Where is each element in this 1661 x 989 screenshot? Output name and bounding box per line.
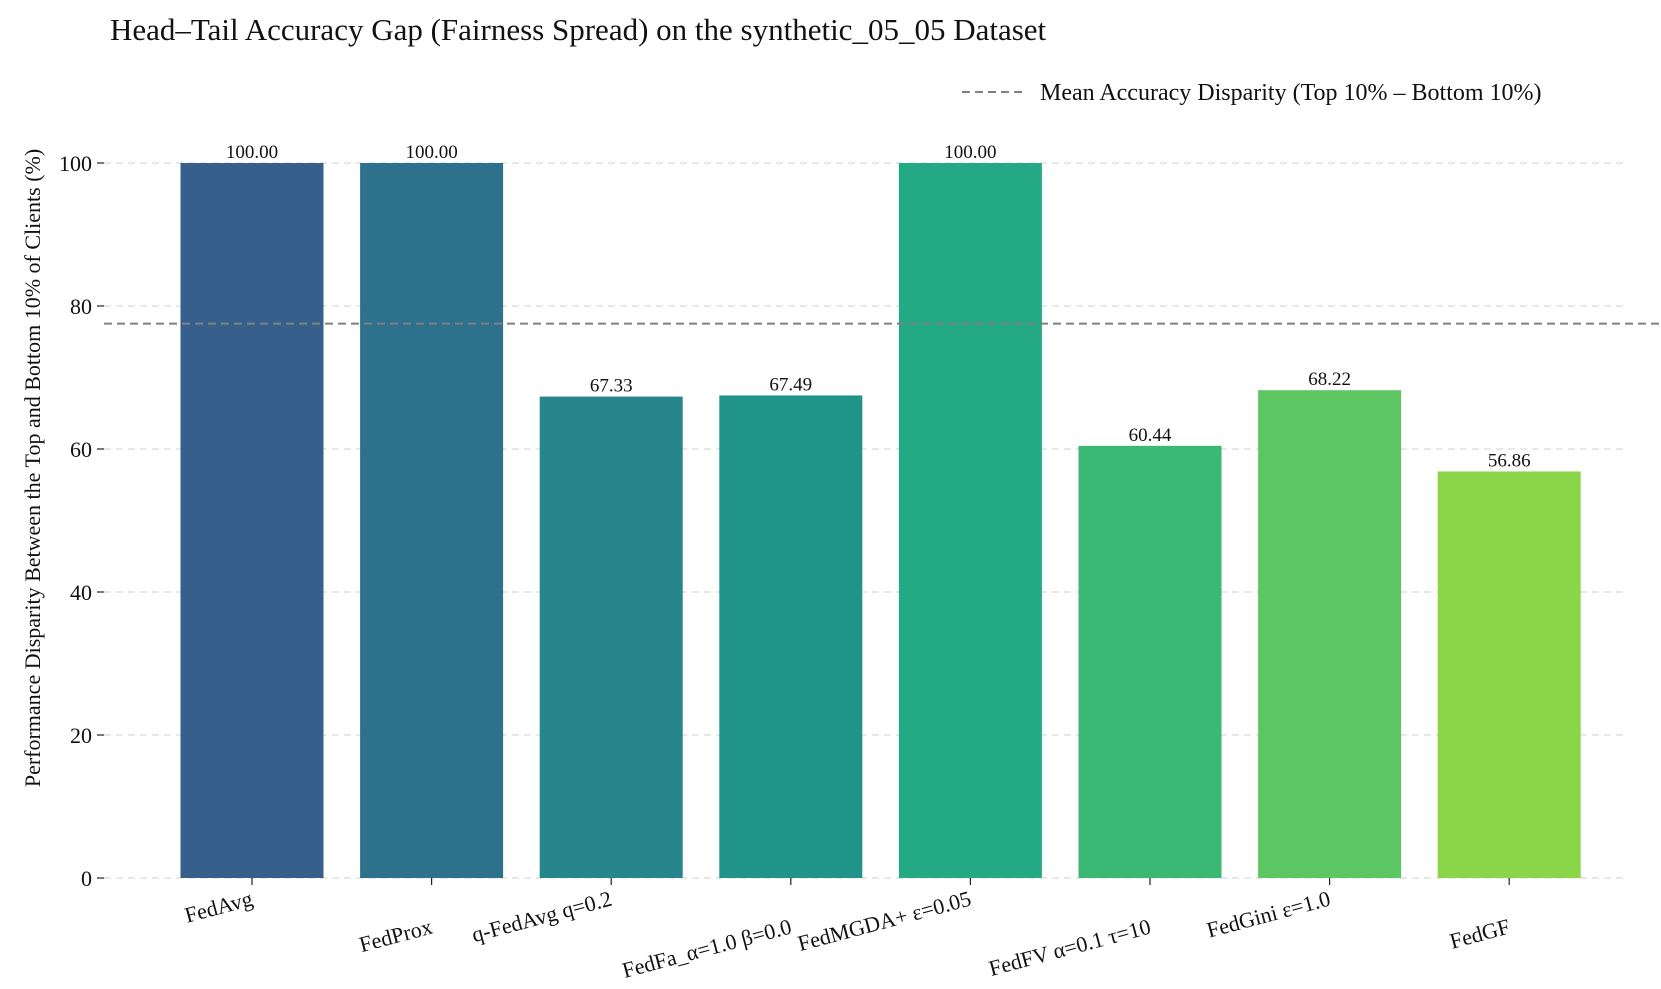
bar-value-label: 100.00 (944, 142, 996, 163)
data-labels-layer: 100.00 100.00 67.33 67.49 100.00 60.44 68.22 56… (226, 142, 1531, 471)
x-tick-label: FedProx (356, 914, 434, 957)
bar (719, 395, 863, 878)
bar-value-label: 100.00 (405, 142, 457, 163)
bar-value-label: 100.00 (226, 142, 278, 163)
bar-value-label: 68.22 (1308, 369, 1351, 390)
x-tick-label: FedMGDA+ ε=0.05 (795, 886, 974, 956)
bars-layer (180, 163, 1581, 878)
x-tick-label: FedAvg (182, 886, 255, 928)
x-tick-label: FedGini ε=1.0 (1204, 886, 1333, 943)
y-tick-label: 40 (70, 580, 92, 605)
y-axis-label: Performance Disparity Between the Top an… (20, 149, 45, 787)
bar (1437, 471, 1581, 878)
legend-label: Mean Accuracy Disparity (Top 10% – Botto… (1040, 80, 1542, 106)
bar-value-label: 67.33 (590, 376, 633, 397)
y-axis-ticks: 0 20 40 60 80 100 (59, 151, 104, 891)
x-tick-label: FedGF (1447, 914, 1513, 954)
bar (1078, 445, 1222, 878)
y-tick-label: 60 (70, 437, 92, 462)
y-tick-label: 100 (59, 151, 92, 176)
bar (1258, 390, 1402, 878)
legend: Mean Accuracy Disparity (Top 10% – Botto… (962, 80, 1542, 106)
x-tick-label: FedFV α=0.1 τ=10 (986, 914, 1153, 981)
grid-layer (104, 162, 1625, 879)
y-tick-label: 80 (70, 294, 92, 319)
chart-title: Head–Tail Accuracy Gap (Fairness Spread)… (110, 12, 1047, 47)
bar-value-label: 60.44 (1129, 425, 1172, 446)
x-axis-ticks: FedAvg FedProx q-FedAvg q=0.2 FedFa_α=1.0 β… (182, 878, 1513, 983)
bar (180, 163, 324, 878)
y-tick-label: 0 (81, 866, 92, 891)
bar (898, 163, 1042, 878)
bar-value-label: 67.49 (769, 374, 812, 395)
x-tick-label: FedFa_α=1.0 β=0.0 (620, 914, 795, 983)
bar (360, 163, 504, 878)
bar-value-label: 56.86 (1488, 450, 1531, 471)
x-tick-label: q-FedAvg q=0.2 (469, 886, 615, 947)
y-tick-label: 20 (70, 723, 92, 748)
bar (539, 396, 683, 878)
